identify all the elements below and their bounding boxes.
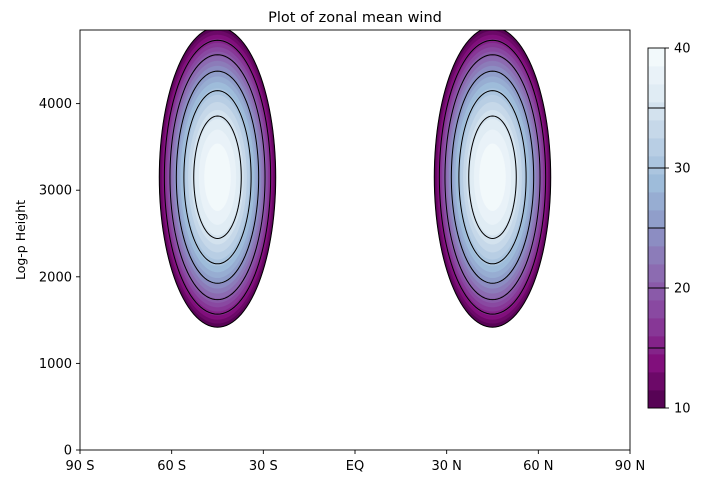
x-tick-label: 90 S	[66, 459, 95, 474]
contour-line	[444, 54, 541, 301]
colorbar-band	[648, 372, 665, 391]
colorbar-band	[648, 102, 665, 121]
colorbar-band	[648, 264, 665, 283]
y-axis: 0 1000 2000 3000 4000	[39, 97, 80, 459]
contour-line	[183, 90, 252, 265]
colorbar-band	[648, 318, 665, 337]
contour-band	[204, 143, 231, 211]
contour-line	[468, 115, 517, 239]
colorbar-band	[648, 48, 665, 67]
colorbar-band	[648, 336, 665, 355]
colorbar-tick-label: 10	[674, 402, 691, 417]
x-tick-label: 90 N	[615, 459, 645, 474]
colorbar-band	[648, 156, 665, 175]
contour-line	[175, 70, 260, 284]
y-tick-label: 2000	[39, 270, 72, 285]
y-tick-label: 0	[64, 444, 72, 459]
x-tick-label: EQ	[346, 459, 364, 474]
contour-line	[169, 54, 266, 301]
contour-fills	[159, 30, 551, 328]
y-tick-label: 1000	[39, 357, 72, 372]
x-tick-label: 60 S	[157, 459, 186, 474]
colorbar-band	[648, 120, 665, 139]
plot-frame	[79, 29, 631, 451]
colorbar-band	[648, 300, 665, 319]
x-axis: 90 S 60 S 30 S EQ 30 N 60 N 90 N	[66, 450, 645, 474]
contour-line	[450, 70, 535, 284]
colorbar-band	[648, 66, 665, 85]
colorbar-band	[648, 192, 665, 211]
x-tick-label: 30 S	[249, 459, 278, 474]
contour-line	[163, 39, 272, 315]
y-tick-label: 3000	[39, 184, 72, 199]
x-tick-label: 30 N	[431, 459, 461, 474]
colorbar-band	[648, 138, 665, 157]
colorbar-tick-label: 30	[674, 162, 691, 177]
contour-line	[158, 30, 277, 328]
contour-line	[433, 30, 552, 328]
contour-band	[479, 143, 506, 211]
colorbar-tick-label: 20	[674, 282, 691, 297]
contour-line	[438, 39, 547, 315]
colorbar-frame	[647, 47, 666, 409]
colorbar-band	[648, 390, 665, 409]
colorbar-band	[648, 282, 665, 301]
colorbar-tick-label: 40	[674, 42, 691, 57]
contour-lines	[158, 30, 552, 328]
colorbar-band	[648, 246, 665, 265]
colorbar-band	[648, 210, 665, 229]
colorbar-band	[648, 84, 665, 103]
colorbar-band	[648, 228, 665, 247]
y-tick-label: 4000	[39, 97, 72, 112]
contour-line	[458, 90, 527, 265]
contour-line	[193, 115, 242, 239]
x-tick-label: 60 N	[523, 459, 553, 474]
y-axis-label: Log-p Height	[13, 200, 28, 280]
chart-title: Plot of zonal mean wind	[268, 10, 442, 26]
colorbar-band	[648, 174, 665, 193]
colorbar: 10 20 30 40	[647, 42, 691, 417]
colorbar-band	[648, 354, 665, 373]
